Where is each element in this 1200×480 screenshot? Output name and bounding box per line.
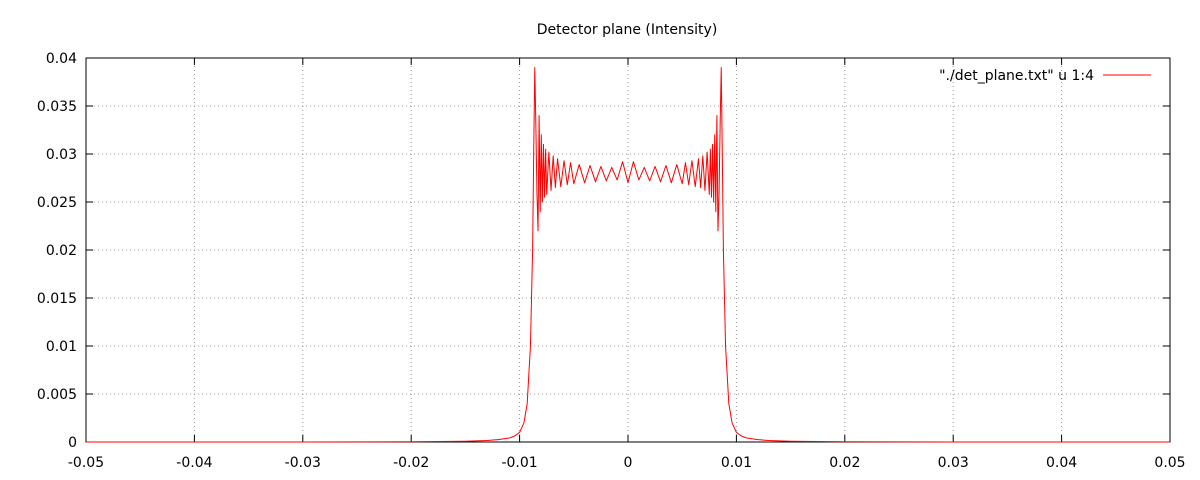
y-tick-label: 0.025	[37, 195, 77, 211]
series-layer	[86, 67, 1170, 443]
x-tick-label: 0.03	[938, 455, 969, 471]
y-tick-label: 0	[68, 435, 77, 451]
grid	[86, 58, 1170, 442]
x-tick-label: -0.02	[393, 455, 429, 471]
legend: "./det_plane.txt" u 1:4	[939, 68, 1151, 84]
x-tick-label: -0.05	[68, 455, 104, 471]
y-tick-label: 0.03	[46, 147, 77, 163]
y-tick-label: 0.04	[46, 51, 77, 67]
x-tick-label: -0.04	[176, 455, 212, 471]
axes	[85, 57, 1171, 443]
y-tick-label: 0.005	[37, 387, 77, 403]
y-tick-label: 0.035	[37, 99, 77, 115]
chart-title: Detector plane (Intensity)	[537, 22, 718, 38]
x-tick-label: -0.01	[501, 455, 537, 471]
y-tick-label: 0.015	[37, 291, 77, 307]
x-tick-label: 0.05	[1154, 455, 1185, 471]
x-tick-label: 0.01	[721, 455, 752, 471]
x-tick-label: 0.04	[1046, 455, 1077, 471]
x-tick-label: -0.03	[285, 455, 321, 471]
series-line-0	[86, 67, 1170, 443]
y-tick-label: 0.02	[46, 243, 77, 259]
x-tick-label: 0.02	[829, 455, 860, 471]
tick-labels: -0.05 -0.04 -0.03 -0.02 -0.01 0 0.01 0.02 0.03 0.…	[37, 51, 1186, 471]
plot-border	[85, 57, 1171, 443]
legend-label: "./det_plane.txt" u 1:4	[939, 68, 1094, 84]
x-tick-label: 0	[624, 455, 633, 471]
y-tick-label: 0.01	[46, 339, 77, 355]
